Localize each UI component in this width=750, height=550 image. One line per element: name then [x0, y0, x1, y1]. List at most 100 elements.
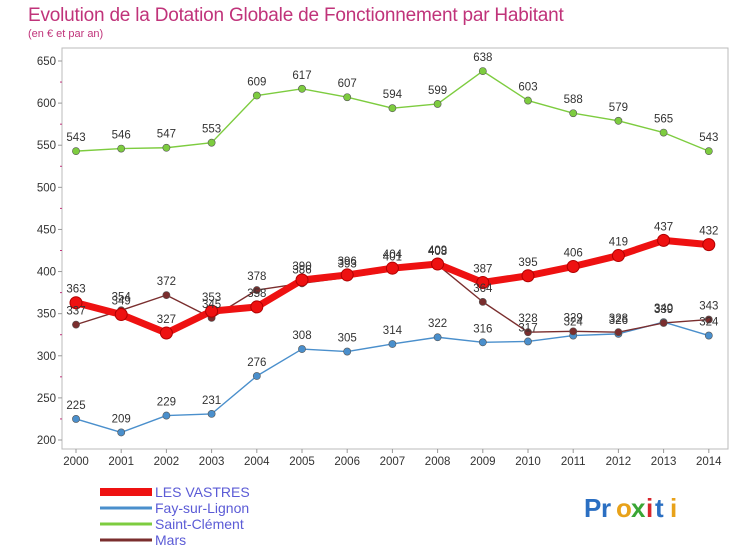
data-point-les-vastres [69, 296, 83, 310]
data-label-fay-sur-lignon: 340 [654, 303, 673, 315]
data-label-les-vastres: 363 [66, 284, 85, 296]
legend-label-mars: Mars [155, 532, 186, 548]
data-point-mars [72, 320, 80, 329]
data-point-les-vastres [566, 260, 580, 274]
logo-letter: P [584, 493, 601, 523]
data-point-mars [569, 327, 578, 336]
data-point-mars [659, 319, 668, 327]
data-point-les-vastres [250, 300, 264, 314]
logo-letter: t [655, 493, 664, 523]
data-label-les-vastres: 395 [518, 257, 537, 269]
data-point-fay-sur-lignon [704, 331, 713, 340]
logo-letter: r [601, 493, 611, 523]
data-point-fay-sur-lignon [388, 340, 397, 348]
data-label-les-vastres: 349 [112, 296, 131, 308]
data-point-saint-cl-ment [659, 128, 668, 137]
data-point-fay-sur-lignon [117, 428, 126, 437]
x-tick-label: 2002 [154, 456, 180, 468]
x-tick-label: 2010 [515, 456, 541, 468]
data-label-saint-cl-ment: 617 [292, 70, 311, 82]
plot-frame [61, 47, 729, 450]
y-tick-label: 350 [37, 309, 56, 321]
data-label-mars: 364 [473, 283, 493, 295]
data-label-saint-cl-ment: 638 [473, 52, 492, 64]
data-label-les-vastres: 437 [654, 221, 673, 233]
data-label-les-vastres: 390 [292, 261, 311, 273]
data-point-fay-sur-lignon [433, 333, 442, 342]
data-point-mars [524, 328, 532, 337]
data-point-saint-cl-ment [614, 116, 623, 125]
data-point-les-vastres [521, 269, 535, 283]
x-tick-label: 2011 [561, 456, 586, 468]
data-label-saint-cl-ment: 547 [157, 129, 176, 141]
y-tick-label: 250 [37, 393, 56, 405]
data-point-les-vastres [611, 249, 625, 263]
data-point-mars [162, 291, 171, 300]
legend-label-les-vastres: LES VASTRES [155, 484, 250, 500]
x-tick-label: 2001 [108, 456, 134, 468]
data-label-mars: 408 [428, 246, 447, 258]
data-point-saint-cl-ment [72, 147, 80, 156]
chart-title: Evolution de la Dotation Globale de Fonc… [28, 5, 564, 26]
data-point-saint-cl-ment [298, 84, 306, 93]
y-tick-label: 650 [37, 56, 56, 68]
x-tick-label: 2004 [244, 456, 270, 468]
data-label-les-vastres: 432 [699, 226, 718, 238]
logo-letter: i [646, 493, 653, 523]
data-point-mars [614, 328, 623, 337]
data-point-mars [478, 297, 487, 306]
data-point-saint-cl-ment [162, 143, 171, 152]
legend-label-saint-cl-ment: Saint-Clément [155, 516, 244, 532]
logo-letter: i [670, 493, 677, 523]
data-label-mars: 386 [292, 264, 311, 276]
x-tick-label: 2003 [199, 456, 225, 468]
data-point-fay-sur-lignon [298, 345, 306, 353]
x-tick-label: 2007 [380, 456, 406, 468]
data-label-fay-sur-lignon: 276 [247, 357, 266, 369]
data-label-saint-cl-ment: 546 [112, 130, 131, 142]
data-label-mars: 354 [112, 291, 132, 303]
legend-swatch-les-vastres [100, 488, 152, 496]
y-tick-label: 500 [37, 182, 56, 194]
data-label-saint-cl-ment: 607 [338, 78, 357, 90]
x-tick-label: 2000 [63, 456, 89, 468]
legend-label-fay-sur-lignon: Fay-sur-Lignon [155, 500, 249, 516]
data-label-mars: 343 [699, 301, 718, 313]
data-point-fay-sur-lignon [72, 415, 80, 423]
data-point-les-vastres [385, 261, 399, 275]
data-label-saint-cl-ment: 603 [518, 82, 537, 94]
x-tick-label: 2005 [289, 456, 315, 468]
data-point-les-vastres [340, 268, 354, 282]
data-label-les-vastres: 396 [338, 256, 357, 268]
data-point-les-vastres [431, 257, 445, 271]
legend-swatch-saint-cl-ment [100, 522, 152, 526]
y-tick-label: 450 [37, 224, 56, 236]
data-point-saint-cl-ment [252, 91, 261, 100]
data-label-mars: 378 [247, 271, 266, 283]
data-label-mars: 401 [383, 252, 402, 264]
data-label-les-vastres: 404 [383, 249, 403, 261]
data-label-fay-sur-lignon: 229 [157, 397, 176, 409]
data-point-mars [704, 315, 713, 324]
data-point-saint-cl-ment [343, 93, 352, 102]
data-label-fay-sur-lignon: 324 [564, 317, 584, 329]
data-point-mars [252, 286, 261, 294]
data-label-mars: 339 [654, 304, 673, 316]
data-label-fay-sur-lignon: 308 [292, 330, 311, 342]
data-point-saint-cl-ment [569, 109, 578, 118]
data-label-mars: 329 [564, 312, 583, 324]
y-tick-label: 600 [37, 98, 56, 110]
data-point-les-vastres [476, 276, 490, 290]
data-label-fay-sur-lignon: 324 [699, 317, 719, 329]
data-point-saint-cl-ment [207, 138, 216, 147]
x-tick-label: 2012 [606, 456, 632, 468]
data-label-saint-cl-ment: 594 [383, 89, 403, 101]
data-label-fay-sur-lignon: 231 [202, 395, 221, 407]
data-label-fay-sur-lignon: 314 [383, 325, 403, 337]
data-label-mars: 345 [202, 299, 221, 311]
data-label-les-vastres: 406 [564, 248, 583, 260]
data-label-mars: 328 [518, 313, 537, 325]
x-tick-label: 2009 [470, 456, 496, 468]
data-label-saint-cl-ment: 609 [247, 77, 266, 89]
